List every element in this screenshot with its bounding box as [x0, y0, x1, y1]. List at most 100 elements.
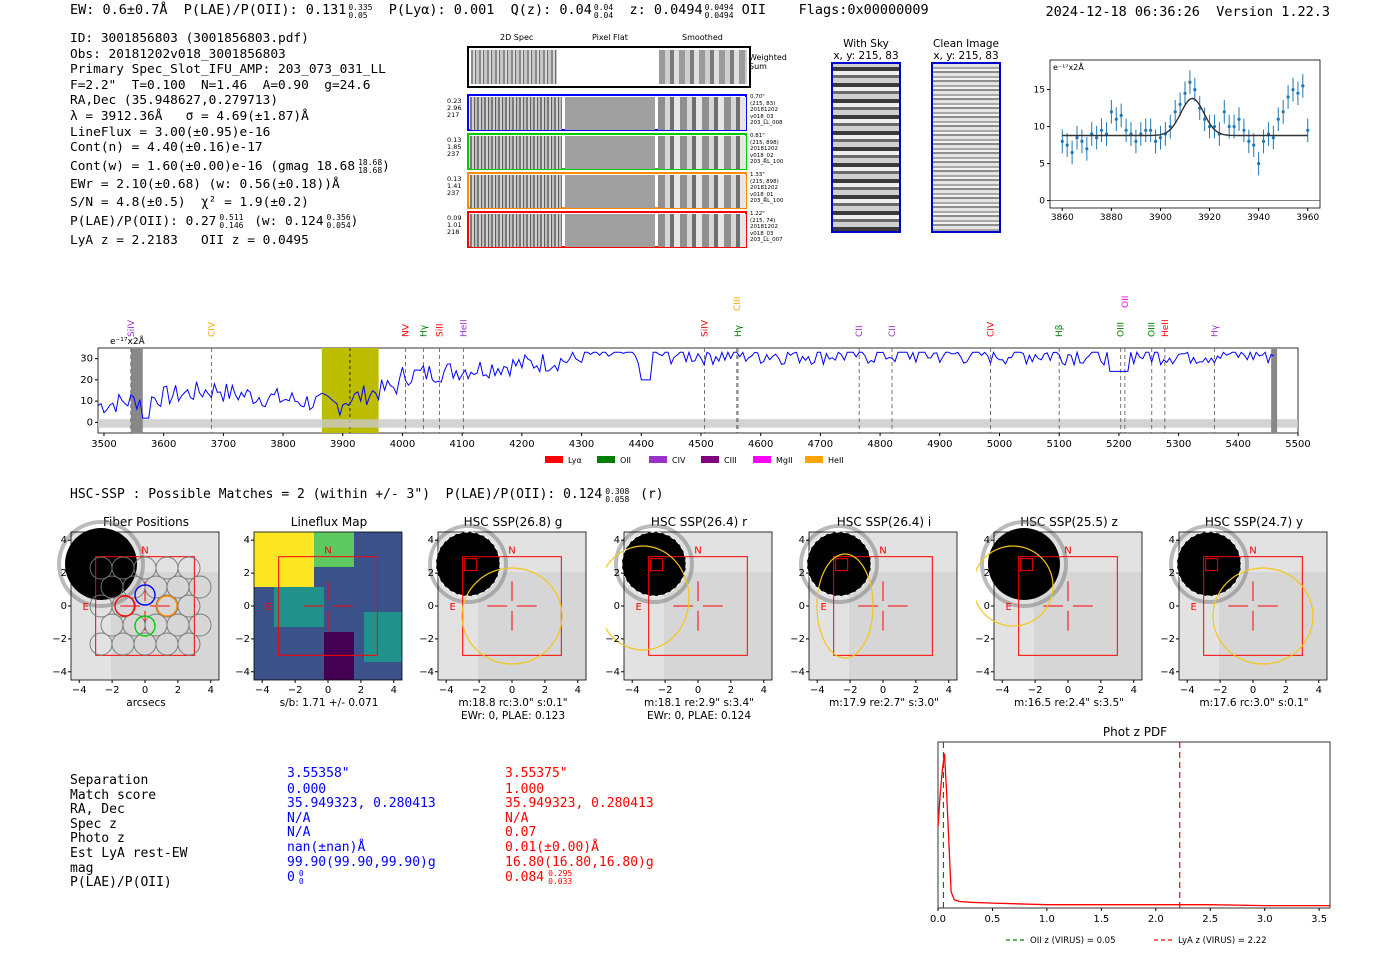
- line-label: NV: [401, 323, 411, 337]
- fiber-smoothed: [658, 97, 746, 130]
- x-tick-label: 4400: [629, 439, 654, 450]
- fiber-noise: [470, 97, 562, 130]
- x-tick-label: 0: [1065, 685, 1071, 696]
- x-tick-label: 3960: [1296, 213, 1319, 223]
- x-tick-label: 5200: [1106, 439, 1131, 450]
- legend-label: OII: [620, 456, 631, 465]
- y-tick-label: 0: [61, 601, 67, 612]
- cont-w-line: Cont(w) = 1.60(±0.00)e-16 (gmag 18.68 18.…: [70, 157, 390, 175]
- ewr-line: EWr = 2.10(±0.68) (w: 0.56(±0.18))Å: [70, 176, 340, 192]
- panel-caption: arcsecs: [126, 697, 165, 709]
- data-point: [1065, 143, 1069, 147]
- x-tick-label: 2: [175, 685, 181, 696]
- x-tick-label: 0: [1250, 685, 1256, 696]
- spec2d-sum-noise: [471, 50, 557, 84]
- data-point: [1207, 125, 1212, 129]
- x-tick-label: 1.5: [1093, 914, 1109, 925]
- legend-label: MgII: [776, 456, 793, 465]
- panel-caption: m:18.1 re:2.9" s:3.4": [644, 697, 754, 709]
- y-tick-label: −2: [420, 634, 434, 645]
- x-tick-label: −2: [843, 685, 858, 696]
- y-tick-label: 4: [428, 535, 434, 546]
- image-panel: HSC SSP(26.8) g N E −4 −4 −2 −2 0 0 2 2 4 4 m:18.8 rc…: [420, 515, 587, 722]
- y-tick-label: 4: [61, 535, 67, 546]
- east-label: E: [1191, 602, 1197, 613]
- line-label: CII: [888, 325, 898, 337]
- fiber-smoothed: [658, 136, 746, 169]
- y-tick-label: 30: [80, 354, 93, 365]
- panel-title: HSC SSP(26.4) i: [837, 515, 932, 529]
- image-panel: HSC SSP(26.4) r N E −4 −4 −2 −2 0 0 2 2 4 4 m:18.1 re…: [606, 515, 773, 722]
- legend-label: Lyα: [568, 456, 582, 465]
- data-point: [1134, 139, 1138, 143]
- data-point: [1232, 125, 1236, 129]
- fiber-highlight: [134, 584, 156, 606]
- x-tick-label: 2: [358, 685, 364, 696]
- panel-title: Fiber Positions: [103, 515, 189, 529]
- fiber-circle: [89, 556, 113, 580]
- y-tick-label: 2: [428, 568, 434, 579]
- legend-label: CIII: [724, 456, 737, 465]
- fiber-circle: [177, 594, 201, 618]
- data-point: [1286, 95, 1290, 99]
- legend-swatch: [545, 456, 563, 463]
- line-fit-chart: 3860 3880 3900 3920 3940 3960 0 5 10 15 e⁻¹⁷x2Å: [1034, 59, 1321, 223]
- spec2d-header-smoothed: Smoothed: [682, 33, 723, 42]
- data-point: [1188, 80, 1192, 84]
- data-point: [1193, 88, 1197, 92]
- cutout-clean-image: Clean Image x, y: 215, 83: [926, 38, 1006, 233]
- y-tick-label: 0: [428, 601, 434, 612]
- y-tick-label: 4: [244, 535, 250, 546]
- match-table-value: N/A: [505, 810, 529, 826]
- legend-label: LyA z (VIRUS) = 2.22: [1178, 936, 1267, 946]
- x-tick-label: 0: [142, 685, 148, 696]
- x-tick-label: 3600: [151, 439, 176, 450]
- fiber-right-info: 0.81" (215, 898) 20181202 v018_02 203_RL…: [750, 133, 784, 165]
- x-tick-label: −2: [1213, 685, 1228, 696]
- match-table-label: RA, Dec: [70, 802, 125, 818]
- cutout-title: With Sky: [843, 38, 889, 50]
- plya-value: P(Lyα): 0.001: [388, 2, 495, 18]
- data-point: [1257, 162, 1261, 166]
- aperture-ellipse: [976, 545, 1054, 627]
- y-tick-label: −4: [420, 667, 434, 678]
- match-table-value: 99.90(99.90,99.90)g: [287, 854, 436, 870]
- x-tick-label: 4200: [509, 439, 534, 450]
- fiber-noise: [470, 175, 562, 208]
- info-line: Cont(n) = 4.40(±0.16)e-17: [70, 140, 263, 156]
- y-tick-label: −2: [236, 634, 250, 645]
- line-label: CIV: [207, 321, 217, 337]
- y-tick-label: 2: [1169, 568, 1175, 579]
- bright-star: [988, 528, 1060, 600]
- data-point: [1119, 113, 1123, 118]
- chart-title: Phot z PDF: [1103, 725, 1167, 739]
- x-tick-label: 1.0: [1039, 914, 1055, 925]
- image-noise: [478, 572, 586, 680]
- x-tick-label: 3880: [1100, 213, 1123, 223]
- line-label: Hβ: [1055, 324, 1065, 337]
- match-table-value: 3.55358": [287, 766, 350, 781]
- image-noise: [111, 572, 219, 680]
- data-point: [1301, 84, 1305, 88]
- fiber-flat: [565, 97, 655, 130]
- north-label: N: [324, 546, 331, 557]
- legend-swatch: [701, 456, 719, 463]
- fiber-highlight: [156, 595, 178, 617]
- x-tick-label: 4100: [449, 439, 474, 450]
- fiber-right-info: 1.33" (215, 898) 20181202 v018_01 203_RL…: [750, 172, 784, 204]
- x-tick-label: 3940: [1247, 213, 1270, 223]
- match-table-value: N/A: [287, 810, 311, 826]
- y-tick-label: −4: [976, 667, 990, 678]
- panel-caption: m:17.9 re:2.7" s:3.0": [829, 697, 939, 709]
- info-line: Obs: 20181202v018_3001856803: [70, 46, 286, 62]
- star-halo: [980, 520, 1068, 608]
- star-mask: [1176, 531, 1242, 597]
- match-table-value: 1.000: [505, 781, 545, 797]
- data-point: [1178, 102, 1182, 106]
- line-label: HeII: [1161, 319, 1171, 337]
- panel-caption: s/b: 1.71 +/- 0.071: [280, 697, 379, 709]
- lineflux-peak: [254, 532, 314, 587]
- y-tick-label: −4: [791, 667, 805, 678]
- east-label: E: [636, 602, 642, 613]
- x-tick-label: −4: [1180, 685, 1195, 696]
